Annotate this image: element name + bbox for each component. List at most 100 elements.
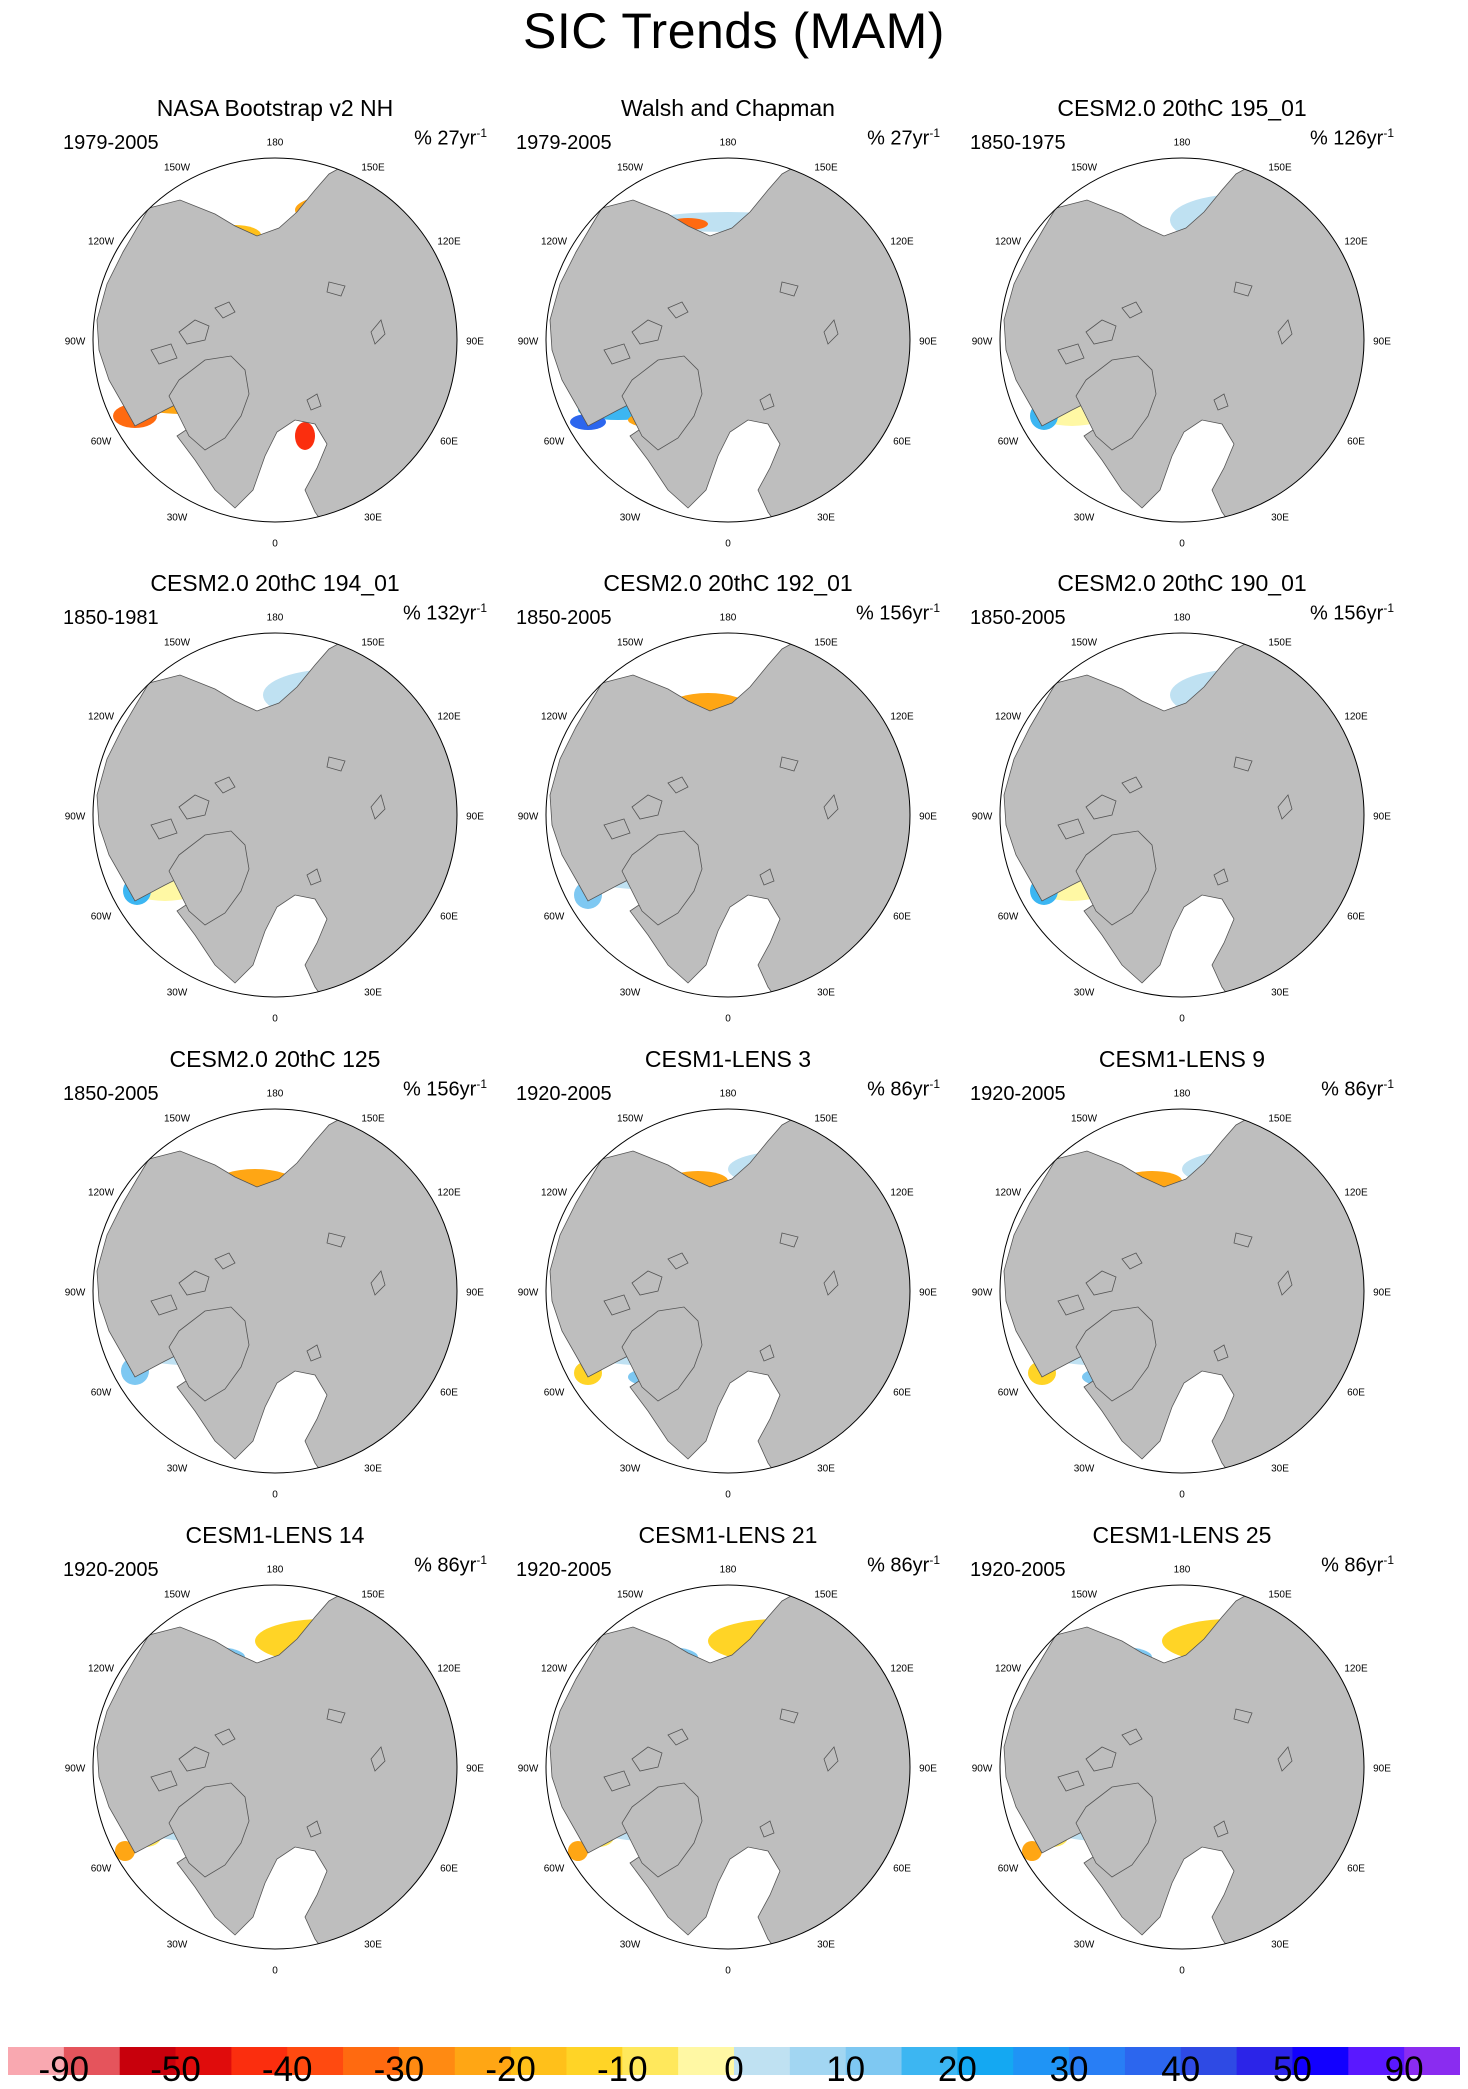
panel-trend-label: % 27yr-1 xyxy=(867,126,940,151)
island xyxy=(1277,1746,1293,1772)
island xyxy=(214,1252,236,1270)
panel-trend-text: % 132yr xyxy=(402,602,477,625)
map-boundary xyxy=(92,1584,458,1950)
longitude-label: 90W xyxy=(972,1764,993,1775)
longitude-label: 150W xyxy=(164,163,191,174)
island xyxy=(779,756,799,772)
map-boundary xyxy=(92,632,458,998)
longitude-label: 30E xyxy=(364,1940,382,1951)
colorbar-label: -30 xyxy=(373,2050,425,2089)
longitude-label: 120E xyxy=(1344,237,1368,248)
longitude-label: 60W xyxy=(998,912,1019,923)
longitude-label: 30W xyxy=(1074,988,1095,999)
landmass xyxy=(96,1114,457,1473)
island xyxy=(631,1746,663,1772)
longitude-label: 120E xyxy=(437,1664,461,1675)
map-boundary xyxy=(92,157,458,523)
longitude-label: 150W xyxy=(617,1114,644,1125)
landmass xyxy=(1003,1114,1364,1473)
longitude-label: 90W xyxy=(518,1764,539,1775)
longitude-label: 90E xyxy=(1373,812,1391,823)
longitude-label: 60E xyxy=(1347,1388,1365,1399)
panel-title: Walsh and Chapman xyxy=(621,95,835,121)
longitude-label: 180 xyxy=(1174,1565,1191,1576)
island xyxy=(603,343,631,365)
longitude-label: 180 xyxy=(720,613,737,624)
panel-trend-exponent: -1 xyxy=(1383,1077,1394,1091)
longitude-label: 180 xyxy=(1174,613,1191,624)
figure-title: SIC Trends (MAM) xyxy=(523,3,945,59)
longitude-label: 150E xyxy=(814,1114,838,1125)
longitude-label: 30W xyxy=(167,988,188,999)
map-panel: 180 150W 150E 120W 120E 90W 90E 60W 60E 30W 30E 0 CE… xyxy=(498,570,958,1040)
longitude-label: 90W xyxy=(518,812,539,823)
longitude-label: 150W xyxy=(1071,638,1098,649)
island xyxy=(1277,1270,1293,1296)
island xyxy=(326,756,346,772)
longitude-label: 120E xyxy=(437,237,461,248)
longitude-label: 90E xyxy=(919,1764,937,1775)
panel-title: CESM2.0 20thC 192_01 xyxy=(603,570,853,596)
island xyxy=(1233,1708,1253,1724)
longitude-label: 180 xyxy=(720,1565,737,1576)
longitude-label: 60E xyxy=(893,912,911,923)
longitude-label: 30E xyxy=(817,1940,835,1951)
map-boundary xyxy=(545,1584,911,1950)
island xyxy=(779,281,799,297)
longitude-label: 120W xyxy=(541,712,568,723)
island xyxy=(1057,818,1085,840)
map-panel: 180 150W 150E 120W 120E 90W 90E 60W 60E 30W 30E 0 CE… xyxy=(45,1522,505,1992)
longitude-label: 30W xyxy=(620,513,641,524)
island xyxy=(759,1820,775,1838)
longitude-label: 0 xyxy=(272,539,278,550)
panel-period: 1850-2005 xyxy=(516,607,612,629)
colorbar-swatch xyxy=(63,2047,121,2075)
colorbar-label: 0 xyxy=(724,2050,744,2089)
panel-period: 1920-2005 xyxy=(970,1083,1066,1105)
colorbar-swatch xyxy=(8,2047,65,2075)
longitude-label: 60W xyxy=(544,1388,565,1399)
panel-trend-label: % 86yr-1 xyxy=(867,1077,940,1102)
island xyxy=(1277,794,1293,820)
panel-period: 1920-2005 xyxy=(970,1559,1066,1581)
longitude-label: 120W xyxy=(541,237,568,248)
colorbar-swatch xyxy=(175,2047,232,2075)
greenland xyxy=(168,355,250,451)
colorbar-swatch xyxy=(845,2047,903,2075)
colorbar-swatch xyxy=(1180,2047,1238,2075)
island xyxy=(150,343,178,365)
colorbar-label: -90 xyxy=(38,2050,90,2089)
longitude-label: 150E xyxy=(1268,638,1292,649)
longitude-label: 90E xyxy=(466,1764,484,1775)
island xyxy=(214,301,236,319)
greenland xyxy=(621,1782,703,1878)
panel-period: 1920-2005 xyxy=(516,1083,612,1105)
panel-trend-label: % 86yr-1 xyxy=(1321,1077,1394,1102)
map-panel: 180 150W 150E 120W 120E 90W 90E 60W 60E 30W 30E 0 CE… xyxy=(45,570,505,1040)
panel-trend-label: % 156yr-1 xyxy=(856,601,940,626)
colorbar-swatch xyxy=(1348,2047,1405,2075)
map-panel: 180 150W 150E 120W 120E 90W 90E 60W 60E 30W 30E 0 Wa… xyxy=(498,95,958,565)
island xyxy=(306,1344,322,1362)
longitude-label: 60W xyxy=(544,912,565,923)
colorbar-swatch xyxy=(1013,2047,1070,2075)
greenland xyxy=(1075,1306,1157,1402)
colorbar-swatch xyxy=(901,2047,958,2075)
panel-trend-text: % 156yr xyxy=(402,1078,477,1101)
colorbar-swatch xyxy=(398,2047,456,2075)
longitude-label: 180 xyxy=(267,613,284,624)
longitude-label: 60W xyxy=(91,1864,112,1875)
longitude-label: 120W xyxy=(88,1188,115,1199)
longitude-label: 60W xyxy=(91,1388,112,1399)
longitude-label: 90E xyxy=(466,337,484,348)
island xyxy=(150,818,178,840)
panel-trend-exponent: -1 xyxy=(929,126,940,140)
polar-map: 180 150W 150E 120W 120E 90W 90E 60W 60E 30W 30E 0 xyxy=(518,613,938,1025)
panel-trend-exponent: -1 xyxy=(1383,126,1394,140)
longitude-label: 150E xyxy=(361,1114,385,1125)
colorbar-label: -50 xyxy=(150,2050,201,2089)
colorbar-swatch xyxy=(287,2047,344,2075)
panel-trend-text: % 156yr xyxy=(855,602,930,625)
colorbar-swatch xyxy=(1236,2047,1293,2075)
